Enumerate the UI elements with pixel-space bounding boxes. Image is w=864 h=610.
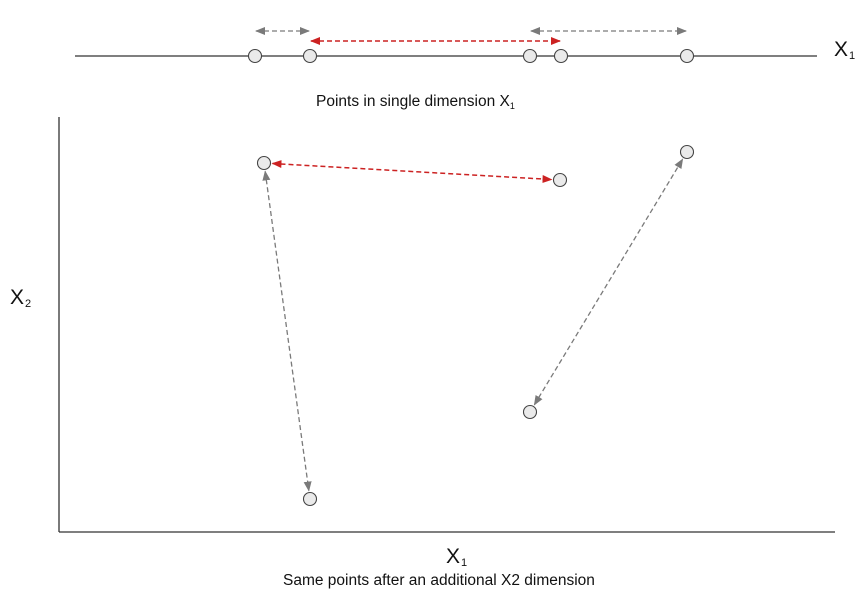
bottom-connection-arrow-3 [533,158,684,406]
top-point-p2 [302,48,318,64]
bottom-x2-axis-label-sub: 2 [25,298,32,310]
top-caption-sub: 1 [509,101,515,111]
top-points [247,48,695,64]
top-connections [255,27,687,45]
top-point-p1 [247,48,263,64]
top-caption-text: Points in single dimension X [316,93,510,110]
bottom-point-q2 [552,172,568,188]
top-point-p5 [679,48,695,64]
bottom-point-q4 [522,404,538,420]
bottom-points [256,144,695,507]
top-x1-axis-label: X1 [834,38,855,62]
bottom-connections [262,158,684,492]
bottom-point-q5 [302,491,318,507]
bottom-caption: Same points after an additional X2 dimen… [283,572,595,589]
bottom-x1-axis-label: X1 [446,545,467,569]
bottom-point-q1 [256,155,272,171]
top-x1-axis-label-base: X [834,38,849,61]
bottom-x1-axis-label-sub: 1 [461,557,468,569]
top-caption: Points in single dimension X1 [316,93,515,111]
bottom-x2-axis-label-base: X [10,286,25,309]
bottom-x2-axis-label: X2 [10,286,31,310]
bottom-x1-axis-label-base: X [446,545,461,568]
bottom-connection-arrow-2 [262,170,312,492]
top-point-p4 [553,48,569,64]
top-x1-axis-label-sub: 1 [849,50,856,62]
top-point-p3 [522,48,538,64]
bottom-connection-arrow-1 [271,160,553,183]
bottom-point-q3 [679,144,695,160]
